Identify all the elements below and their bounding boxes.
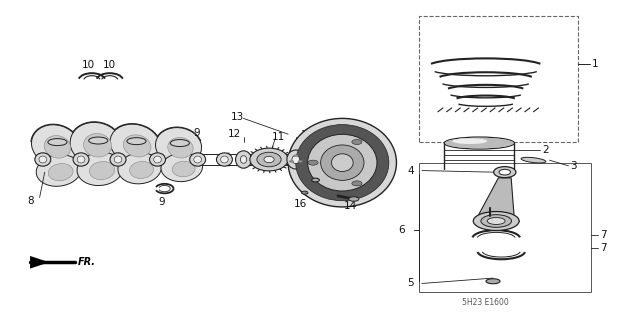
Ellipse shape — [77, 152, 124, 186]
Ellipse shape — [473, 211, 519, 231]
Text: 6: 6 — [398, 225, 404, 235]
Ellipse shape — [110, 153, 126, 166]
Text: 5H23 E1600: 5H23 E1600 — [462, 298, 509, 307]
Ellipse shape — [296, 125, 389, 201]
Text: 3: 3 — [570, 161, 577, 171]
Ellipse shape — [39, 156, 47, 163]
Ellipse shape — [150, 153, 166, 166]
Ellipse shape — [221, 156, 228, 163]
Text: 10: 10 — [103, 60, 116, 70]
Ellipse shape — [44, 136, 70, 158]
Circle shape — [352, 139, 362, 145]
Ellipse shape — [48, 164, 73, 181]
Ellipse shape — [321, 145, 364, 180]
Text: 12: 12 — [301, 130, 314, 140]
Ellipse shape — [292, 155, 300, 164]
Ellipse shape — [90, 161, 115, 180]
Ellipse shape — [288, 118, 396, 207]
Text: 10: 10 — [81, 60, 95, 70]
Polygon shape — [30, 256, 49, 269]
Circle shape — [308, 160, 318, 165]
Ellipse shape — [287, 150, 305, 169]
Ellipse shape — [84, 134, 111, 157]
Ellipse shape — [444, 137, 515, 149]
Ellipse shape — [114, 156, 122, 163]
Ellipse shape — [487, 218, 505, 225]
Ellipse shape — [486, 279, 500, 284]
Ellipse shape — [194, 156, 202, 163]
Ellipse shape — [48, 139, 67, 145]
Ellipse shape — [257, 152, 281, 167]
Ellipse shape — [154, 156, 161, 163]
Ellipse shape — [73, 153, 89, 166]
Text: 12: 12 — [227, 129, 241, 139]
Ellipse shape — [127, 138, 146, 145]
Text: 7: 7 — [600, 230, 607, 240]
Ellipse shape — [250, 148, 288, 171]
Ellipse shape — [521, 157, 546, 163]
Ellipse shape — [35, 153, 51, 166]
Ellipse shape — [481, 215, 511, 227]
Text: 9: 9 — [159, 197, 165, 207]
Ellipse shape — [312, 178, 319, 182]
Ellipse shape — [77, 156, 85, 163]
Ellipse shape — [130, 161, 154, 178]
Circle shape — [352, 181, 362, 186]
Text: 16: 16 — [294, 199, 307, 209]
Ellipse shape — [301, 191, 308, 194]
Text: 9: 9 — [193, 128, 200, 137]
Ellipse shape — [70, 122, 121, 165]
Ellipse shape — [241, 156, 246, 163]
Circle shape — [298, 160, 303, 163]
Text: 2: 2 — [541, 145, 548, 155]
Ellipse shape — [89, 137, 108, 144]
Bar — [419, 163, 591, 292]
Ellipse shape — [216, 153, 232, 166]
Ellipse shape — [31, 125, 79, 166]
Ellipse shape — [156, 128, 202, 165]
Text: 14: 14 — [344, 201, 357, 211]
Text: 1: 1 — [592, 59, 598, 69]
Text: 5: 5 — [407, 278, 413, 288]
Ellipse shape — [349, 197, 359, 201]
Text: 13: 13 — [230, 112, 244, 122]
Text: 4: 4 — [407, 166, 413, 175]
Circle shape — [293, 154, 298, 157]
Ellipse shape — [308, 134, 377, 191]
Ellipse shape — [452, 138, 487, 144]
Ellipse shape — [36, 155, 81, 186]
Ellipse shape — [172, 161, 195, 177]
Ellipse shape — [118, 153, 161, 184]
Text: FR.: FR. — [78, 257, 96, 267]
Ellipse shape — [168, 137, 193, 158]
Ellipse shape — [499, 169, 511, 175]
Ellipse shape — [161, 153, 202, 182]
Ellipse shape — [445, 138, 514, 148]
Polygon shape — [478, 178, 514, 215]
Text: 15: 15 — [306, 165, 319, 174]
Ellipse shape — [493, 167, 516, 178]
Ellipse shape — [170, 140, 189, 146]
Ellipse shape — [236, 151, 252, 168]
Circle shape — [289, 160, 294, 163]
Bar — [419, 16, 578, 142]
Ellipse shape — [332, 154, 353, 172]
Text: 7: 7 — [600, 243, 607, 253]
Text: 8: 8 — [28, 196, 34, 206]
Ellipse shape — [264, 156, 274, 163]
Ellipse shape — [189, 153, 205, 166]
Text: 11: 11 — [272, 132, 285, 142]
Ellipse shape — [124, 135, 151, 157]
Ellipse shape — [110, 124, 161, 165]
